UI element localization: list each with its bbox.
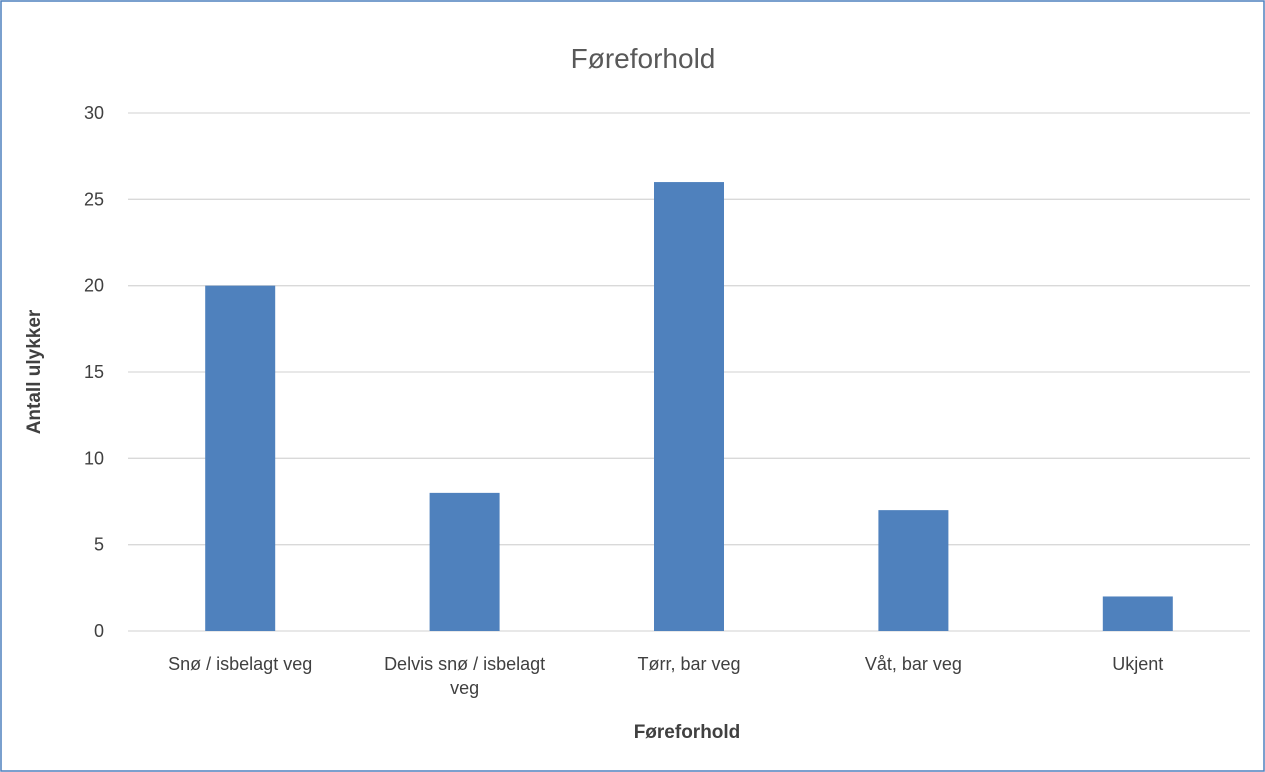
y-tick-label: 15 xyxy=(84,362,104,382)
x-axis-title: Føreforhold xyxy=(634,722,741,743)
y-tick-label: 20 xyxy=(84,276,104,296)
y-tick-label: 5 xyxy=(94,535,104,555)
y-tick-label: 0 xyxy=(94,621,104,641)
bar xyxy=(1102,596,1173,631)
x-category-label: Delvis snø / isbelagt veg xyxy=(384,654,545,698)
bars xyxy=(205,182,1173,632)
x-category-label: Våt, bar veg xyxy=(865,654,962,674)
y-tick-label: 10 xyxy=(84,448,104,468)
x-category-label: Ukjent xyxy=(1112,654,1163,674)
bar xyxy=(429,492,500,631)
bar xyxy=(654,182,724,632)
chart-title: Føreforhold xyxy=(571,43,716,74)
y-axis-ticks: 0 5 10 15 20 25 30 xyxy=(84,103,104,641)
y-tick-label: 30 xyxy=(84,103,104,123)
bar xyxy=(205,285,276,631)
y-tick-label: 25 xyxy=(84,189,104,209)
x-category-label: Tørr, bar veg xyxy=(637,654,740,674)
x-category-label: Snø / isbelagt veg xyxy=(168,654,312,674)
bar xyxy=(878,510,949,631)
x-axis-categories: Snø / isbelagt veg Delvis snø / isbelagt v… xyxy=(168,654,1163,698)
y-axis-title: Antall ulykker xyxy=(24,309,45,434)
